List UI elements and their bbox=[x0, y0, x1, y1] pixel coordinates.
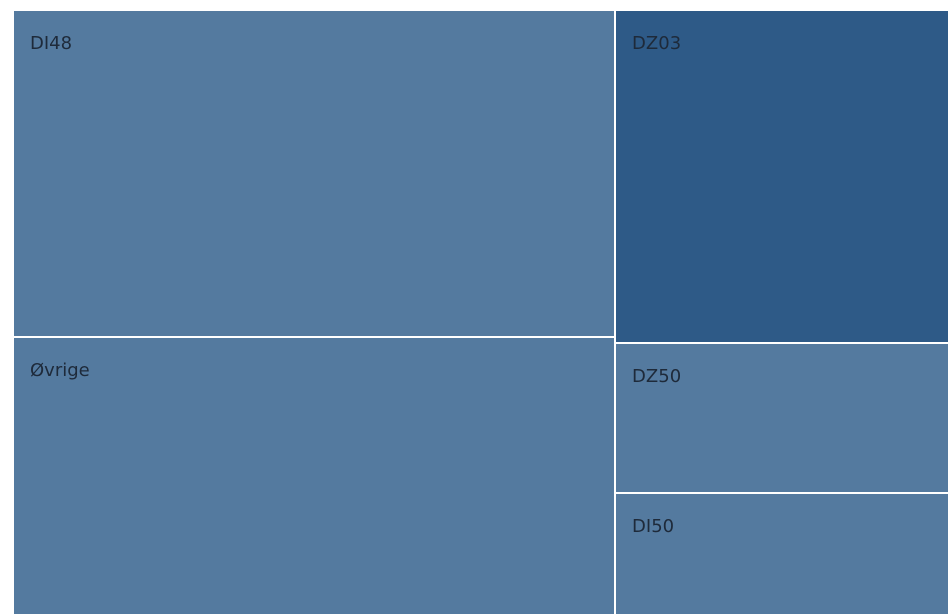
tile-label-ovrige: Øvrige bbox=[30, 360, 90, 382]
tile-dz50[interactable]: DZ50 bbox=[616, 344, 948, 492]
tile-label-di48: DI48 bbox=[30, 33, 73, 54]
tile-label-di50: DI50 bbox=[632, 515, 675, 537]
tile-ovrige[interactable]: Øvrige bbox=[14, 338, 615, 614]
treemap-chart: DI48 Øvrige DZ03 DZ50 DI50 bbox=[14, 11, 948, 614]
tile-label-dz50: DZ50 bbox=[632, 366, 682, 388]
tile-label-dz03: DZ03 bbox=[632, 33, 682, 54]
tile-dz03[interactable]: DZ03 bbox=[616, 11, 948, 343]
tile-di48[interactable]: DI48 bbox=[14, 11, 615, 337]
tile-di50[interactable]: DI50 bbox=[616, 493, 948, 614]
